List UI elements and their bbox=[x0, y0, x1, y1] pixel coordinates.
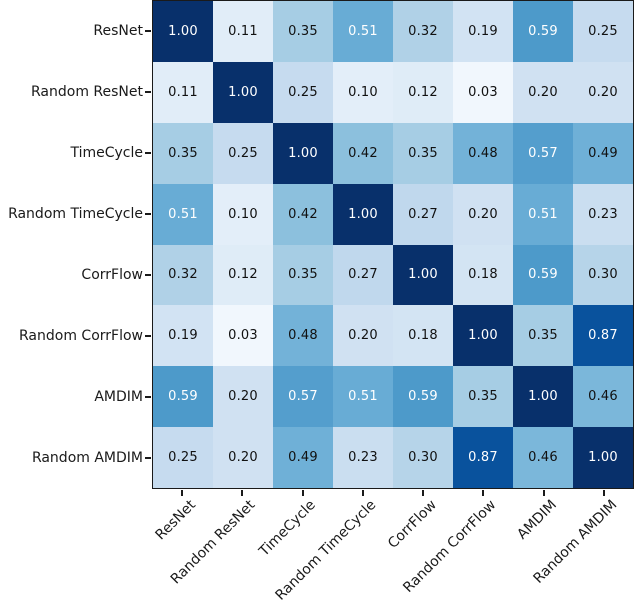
x-tick-label-Random TimeCycle: Random TimeCycle bbox=[272, 497, 380, 604]
x-tick-mark bbox=[422, 490, 425, 496]
heatmap-cell-AMDIM-x-Random ResNet: 0.20 bbox=[213, 366, 273, 428]
heatmap-cell-Random CorrFlow-x-Random ResNet: 0.03 bbox=[213, 305, 273, 367]
heatmap-cell-Random AMDIM-x-ResNet: 0.25 bbox=[153, 427, 213, 488]
heatmap-cell-CorrFlow-x-Random ResNet: 0.12 bbox=[213, 244, 273, 306]
x-tick-mark bbox=[602, 490, 605, 496]
heatmap-cell-CorrFlow-x-TimeCycle: 0.35 bbox=[273, 244, 333, 306]
heatmap-cell-Random CorrFlow-x-TimeCycle: 0.48 bbox=[273, 305, 333, 367]
y-tick-label-CorrFlow: CorrFlow bbox=[81, 267, 143, 284]
heatmap-cell-Random AMDIM-x-AMDIM: 0.46 bbox=[513, 427, 573, 488]
heatmap-cell-ResNet-x-TimeCycle: 0.35 bbox=[273, 1, 333, 62]
heatmap-cell-TimeCycle-x-Random CorrFlow: 0.48 bbox=[453, 122, 513, 184]
y-tick-mark bbox=[145, 90, 151, 93]
y-tick-mark bbox=[145, 29, 151, 32]
heatmap-cell-AMDIM-x-AMDIM: 1.00 bbox=[513, 366, 573, 428]
y-tick-label-TimeCycle: TimeCycle bbox=[70, 144, 143, 161]
y-tick-mark bbox=[145, 457, 151, 460]
heatmap-cell-AMDIM-x-Random CorrFlow: 0.35 bbox=[453, 366, 513, 428]
heatmap-cell-AMDIM-x-Random TimeCycle: 0.51 bbox=[333, 366, 393, 428]
heatmap-cell-Random ResNet-x-ResNet: 0.11 bbox=[153, 61, 213, 123]
heatmap-cell-Random AMDIM-x-Random ResNet: 0.20 bbox=[213, 427, 273, 488]
heatmap-cell-Random ResNet-x-Random ResNet: 1.00 bbox=[213, 61, 273, 123]
heatmap-cell-Random TimeCycle-x-AMDIM: 0.51 bbox=[513, 183, 573, 245]
x-tick-mark bbox=[542, 490, 545, 496]
x-tick-label-ResNet: ResNet bbox=[152, 497, 199, 544]
x-tick-mark bbox=[482, 490, 485, 496]
heatmap-cell-AMDIM-x-Random AMDIM: 0.46 bbox=[573, 366, 633, 428]
heatmap-cell-CorrFlow-x-CorrFlow: 1.00 bbox=[393, 244, 453, 306]
heatmap-cell-AMDIM-x-CorrFlow: 0.59 bbox=[393, 366, 453, 428]
x-tick-label-CorrFlow: CorrFlow bbox=[384, 497, 440, 552]
heatmap-cell-Random TimeCycle-x-ResNet: 0.51 bbox=[153, 183, 213, 245]
heatmap-cell-ResNet-x-Random AMDIM: 0.25 bbox=[573, 1, 633, 62]
heatmap-cell-Random AMDIM-x-TimeCycle: 0.49 bbox=[273, 427, 333, 488]
heatmap-cell-Random CorrFlow-x-ResNet: 0.19 bbox=[153, 305, 213, 367]
heatmap-cell-Random AMDIM-x-Random CorrFlow: 0.87 bbox=[453, 427, 513, 488]
heatmap-cell-Random TimeCycle-x-TimeCycle: 0.42 bbox=[273, 183, 333, 245]
heatmap-cell-ResNet-x-Random TimeCycle: 0.51 bbox=[333, 1, 393, 62]
heatmap-cell-ResNet-x-CorrFlow: 0.32 bbox=[393, 1, 453, 62]
heatmap-cell-Random CorrFlow-x-Random CorrFlow: 1.00 bbox=[453, 305, 513, 367]
y-tick-label-Random AMDIM: Random AMDIM bbox=[31, 450, 143, 467]
y-tick-label-Random CorrFlow: Random CorrFlow bbox=[19, 328, 143, 345]
heatmap-cell-TimeCycle-x-Random AMDIM: 0.49 bbox=[573, 122, 633, 184]
heatmap-cell-ResNet-x-Random ResNet: 0.11 bbox=[213, 1, 273, 62]
y-tick-label-Random ResNet: Random ResNet bbox=[31, 83, 143, 100]
y-tick-mark bbox=[145, 335, 151, 338]
heatmap-cell-Random AMDIM-x-CorrFlow: 0.30 bbox=[393, 427, 453, 488]
heatmap-cell-Random ResNet-x-CorrFlow: 0.12 bbox=[393, 61, 453, 123]
heatmap-cell-Random TimeCycle-x-Random ResNet: 0.10 bbox=[213, 183, 273, 245]
x-tick-label-TimeCycle: TimeCycle bbox=[256, 497, 319, 560]
heatmap-cell-Random ResNet-x-Random TimeCycle: 0.10 bbox=[333, 61, 393, 123]
heatmap-cell-Random CorrFlow-x-AMDIM: 0.35 bbox=[513, 305, 573, 367]
heatmap-cell-Random CorrFlow-x-CorrFlow: 0.18 bbox=[393, 305, 453, 367]
heatmap-cell-Random CorrFlow-x-Random AMDIM: 0.87 bbox=[573, 305, 633, 367]
heatmap-cell-Random ResNet-x-Random CorrFlow: 0.03 bbox=[453, 61, 513, 123]
heatmap-cell-Random TimeCycle-x-Random CorrFlow: 0.20 bbox=[453, 183, 513, 245]
heatmap-cell-CorrFlow-x-Random TimeCycle: 0.27 bbox=[333, 244, 393, 306]
heatmap-cell-Random ResNet-x-TimeCycle: 0.25 bbox=[273, 61, 333, 123]
heatmap-cell-Random AMDIM-x-Random TimeCycle: 0.23 bbox=[333, 427, 393, 488]
heatmap-cell-TimeCycle-x-ResNet: 0.35 bbox=[153, 122, 213, 184]
heatmap-grid: 1.00 0.11 0.35 0.51 0.32 0.19 0.59 0.25 0.11 1.00… bbox=[152, 0, 634, 489]
heatmap-cell-ResNet-x-Random CorrFlow: 0.19 bbox=[453, 1, 513, 62]
heatmap-cell-Random CorrFlow-x-Random TimeCycle: 0.20 bbox=[333, 305, 393, 367]
heatmap-cell-TimeCycle-x-TimeCycle: 1.00 bbox=[273, 122, 333, 184]
heatmap-cell-TimeCycle-x-Random ResNet: 0.25 bbox=[213, 122, 273, 184]
heatmap-cell-TimeCycle-x-Random TimeCycle: 0.42 bbox=[333, 122, 393, 184]
heatmap-cell-TimeCycle-x-AMDIM: 0.57 bbox=[513, 122, 573, 184]
heatmap-cell-Random ResNet-x-AMDIM: 0.20 bbox=[513, 61, 573, 123]
x-tick-mark bbox=[241, 490, 244, 496]
heatmap-cell-CorrFlow-x-Random AMDIM: 0.30 bbox=[573, 244, 633, 306]
heatmap-cell-CorrFlow-x-AMDIM: 0.59 bbox=[513, 244, 573, 306]
x-tick-label-AMDIM: AMDIM bbox=[514, 497, 560, 543]
heatmap-cell-TimeCycle-x-CorrFlow: 0.35 bbox=[393, 122, 453, 184]
heatmap-cell-Random TimeCycle-x-Random TimeCycle: 1.00 bbox=[333, 183, 393, 245]
heatmap-cell-Random ResNet-x-Random AMDIM: 0.20 bbox=[573, 61, 633, 123]
heatmap-cell-Random TimeCycle-x-Random AMDIM: 0.23 bbox=[573, 183, 633, 245]
y-tick-mark bbox=[145, 212, 151, 215]
y-tick-label-AMDIM: AMDIM bbox=[94, 389, 143, 406]
x-tick-mark bbox=[301, 490, 304, 496]
heatmap-cell-CorrFlow-x-ResNet: 0.32 bbox=[153, 244, 213, 306]
heatmap-cell-Random TimeCycle-x-CorrFlow: 0.27 bbox=[393, 183, 453, 245]
heatmap-cell-CorrFlow-x-Random CorrFlow: 0.18 bbox=[453, 244, 513, 306]
y-tick-label-ResNet: ResNet bbox=[93, 22, 143, 39]
heatmap-cell-ResNet-x-AMDIM: 0.59 bbox=[513, 1, 573, 62]
y-tick-mark bbox=[145, 396, 151, 399]
x-tick-mark bbox=[361, 490, 364, 496]
y-tick-mark bbox=[145, 274, 151, 277]
heatmap-cell-Random AMDIM-x-Random AMDIM: 1.00 bbox=[573, 427, 633, 488]
y-tick-label-Random TimeCycle: Random TimeCycle bbox=[8, 205, 143, 222]
x-tick-mark bbox=[181, 490, 184, 496]
heatmap-cell-ResNet-x-ResNet: 1.00 bbox=[153, 1, 213, 62]
y-tick-mark bbox=[145, 151, 151, 154]
heatmap-cell-AMDIM-x-ResNet: 0.59 bbox=[153, 366, 213, 428]
heatmap-cell-AMDIM-x-TimeCycle: 0.57 bbox=[273, 366, 333, 428]
